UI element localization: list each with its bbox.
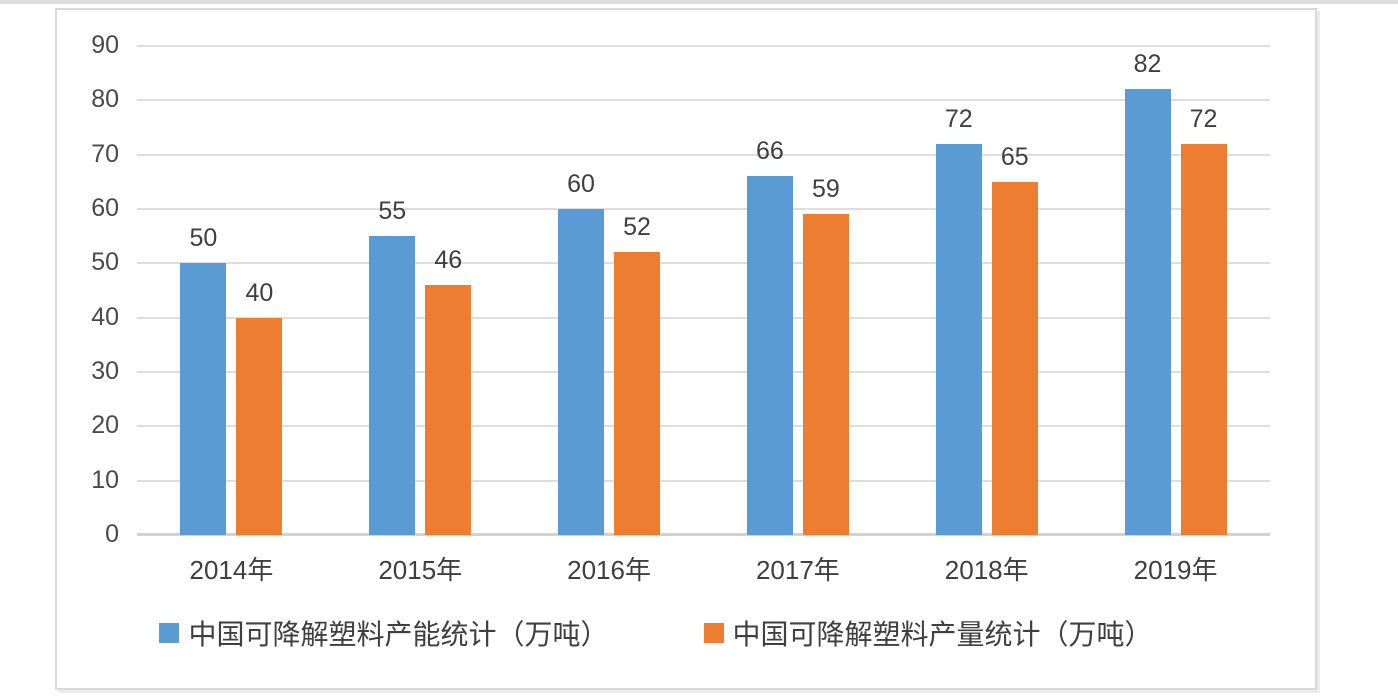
bar-group: 55 46 (326, 46, 515, 535)
x-category-label: 2016年 (567, 555, 651, 585)
y-tick-label: 40 (91, 302, 119, 331)
gridlines (137, 45, 1270, 536)
gridline (137, 262, 1270, 265)
bar-value-label: 50 (189, 224, 218, 253)
legend-item-output: 中国可降解塑料产量统计（万吨） (703, 613, 1153, 653)
y-tick-label: 20 (91, 411, 119, 440)
x-category-label: 2014年 (189, 555, 274, 585)
gridline (137, 208, 1270, 211)
chart-frame: 0 10 20 30 40 50 60 70 80 90 50 40 55 46 60 52 66 59 72 65… (55, 8, 1317, 690)
bar-group: 50 40 (137, 46, 326, 535)
window-top-edge (0, 0, 1398, 4)
gridline (137, 99, 1270, 102)
bar-value-label: 72 (944, 104, 973, 133)
bar-output: 40 (236, 279, 283, 535)
legend-item-capacity: 中国可降解塑料产能统计（万吨） (159, 613, 609, 653)
bar-output: 52 (614, 214, 661, 535)
bar-capacity: 55 (369, 198, 416, 535)
bar-group: 60 52 (515, 46, 704, 535)
bar-group: 66 59 (703, 46, 892, 535)
x-axis-line (137, 533, 1270, 536)
gridline (137, 425, 1270, 428)
plot-area: 50 40 55 46 60 52 66 59 72 65 82 72 (137, 45, 1270, 536)
legend-marker-icon (703, 623, 724, 643)
bar-value-label: 60 (567, 170, 595, 199)
x-axis: 2014年 2015年 2016年 2017年 2018年 2019年 (137, 550, 1270, 587)
legend-label: 中国可降解塑料产能统计（万吨） (188, 619, 609, 650)
x-category-label: 2015年 (378, 555, 463, 585)
bar-output: 46 (425, 247, 472, 535)
bar-group: 72 65 (892, 46, 1081, 535)
gridline (137, 479, 1270, 482)
x-category-label: 2017年 (755, 555, 840, 585)
legend-marker-icon (159, 623, 180, 643)
legend: 中国可降解塑料产能统计（万吨） 中国可降解塑料产量统计（万吨） (57, 613, 1255, 653)
y-tick-label: 80 (91, 85, 119, 114)
gridline (137, 371, 1270, 374)
y-tick-label: 10 (91, 465, 119, 494)
gridline (137, 316, 1270, 319)
y-tick-label: 60 (91, 194, 119, 223)
bar-value-label: 72 (1189, 104, 1218, 133)
bar-group: 82 72 (1081, 46, 1270, 535)
bar-capacity: 50 (180, 225, 227, 535)
bar-value-label: 40 (245, 278, 274, 307)
bar-groups: 50 40 55 46 60 52 66 59 72 65 82 72 (137, 46, 1270, 535)
bar-value-label: 55 (378, 197, 407, 226)
y-tick-label: 0 (105, 520, 119, 548)
bar-output: 59 (802, 176, 849, 535)
y-tick-label: 50 (91, 248, 119, 277)
bar-value-label: 46 (434, 246, 463, 275)
bar-output: 65 (991, 143, 1038, 535)
gridline (137, 45, 1270, 47)
bar-capacity: 72 (935, 105, 982, 535)
bar-capacity: 82 (1124, 51, 1171, 535)
y-tick-label: 90 (91, 31, 119, 59)
x-category-label: 2019年 (1133, 555, 1218, 585)
y-tick-label: 30 (91, 357, 119, 386)
bar-value-label: 65 (1000, 142, 1029, 171)
bar-output: 72 (1180, 105, 1227, 535)
bar-value-label: 59 (811, 175, 840, 204)
bar-capacity: 60 (558, 171, 605, 535)
x-category-label: 2018年 (944, 555, 1029, 585)
gridline (137, 153, 1270, 156)
bar-capacity: 66 (746, 138, 793, 535)
y-axis: 0 10 20 30 40 50 60 70 80 90 (57, 33, 119, 547)
bar-value-label: 52 (623, 213, 651, 242)
bar-value-label: 66 (755, 137, 784, 166)
y-tick-label: 70 (91, 139, 119, 168)
bar-value-label: 82 (1133, 50, 1162, 79)
legend-label: 中国可降解塑料产量统计（万吨） (732, 619, 1153, 650)
